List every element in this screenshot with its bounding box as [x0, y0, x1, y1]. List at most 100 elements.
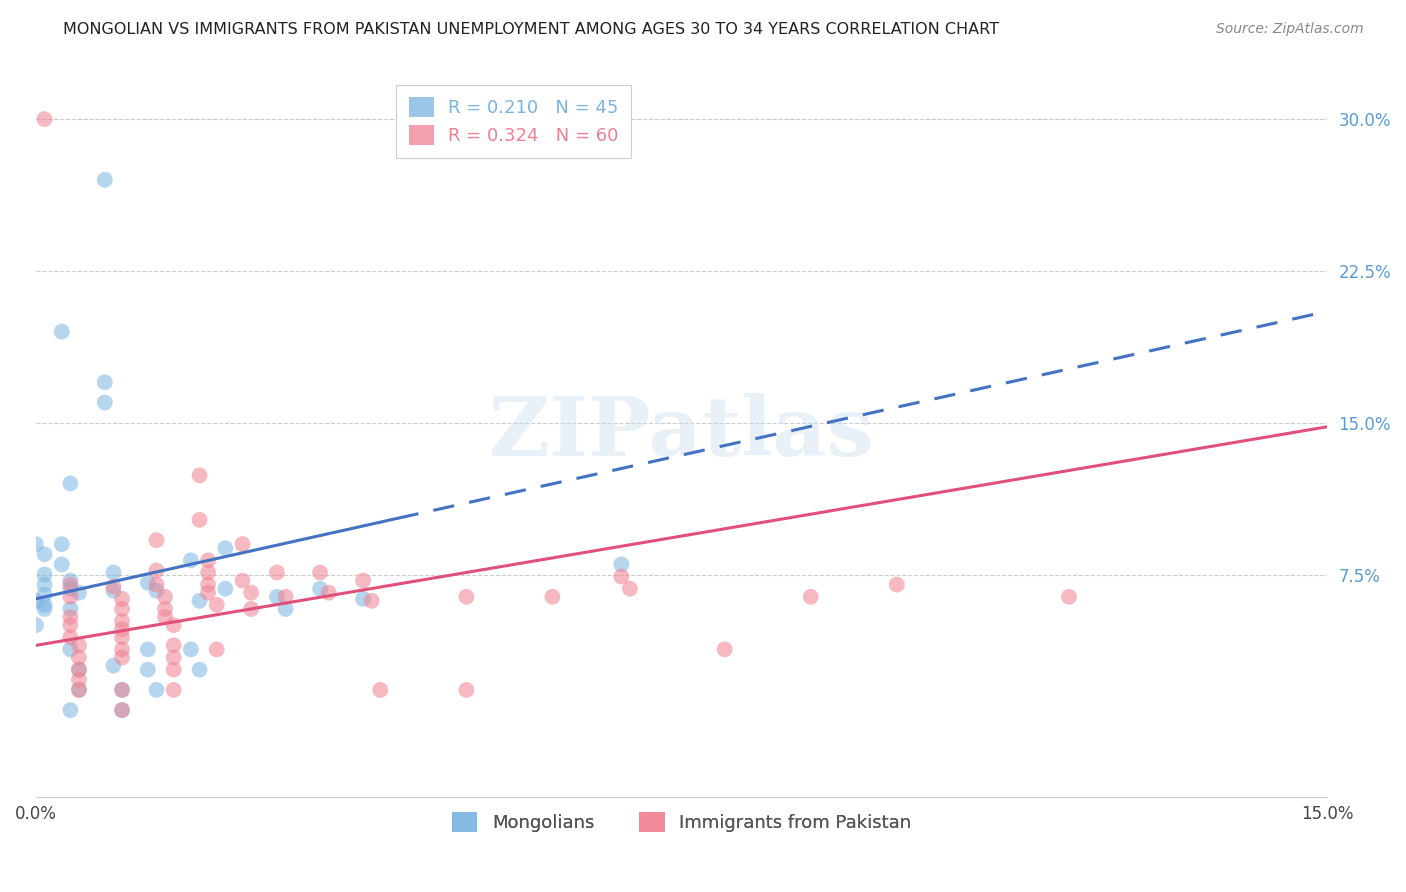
Text: ZIPatlas: ZIPatlas: [489, 392, 875, 473]
Point: [214, 582, 236, 596]
Point: [800, 590, 823, 604]
Point: [214, 541, 236, 556]
Point: [51, 537, 73, 551]
Point: [136, 663, 159, 677]
Point: [197, 566, 219, 580]
Point: [240, 602, 263, 616]
Point: [136, 642, 159, 657]
Point: [309, 582, 332, 596]
Point: [274, 590, 297, 604]
Point: [619, 582, 641, 596]
Point: [153, 590, 176, 604]
Point: [111, 642, 134, 657]
Point: [67, 673, 90, 687]
Point: [610, 558, 633, 572]
Point: [34, 547, 56, 561]
Point: [111, 602, 134, 616]
Point: [67, 585, 90, 599]
Point: [163, 682, 186, 697]
Point: [67, 663, 90, 677]
Point: [94, 173, 117, 187]
Point: [67, 682, 90, 697]
Point: [59, 582, 82, 596]
Point: [59, 642, 82, 657]
Point: [197, 577, 219, 591]
Point: [232, 537, 254, 551]
Point: [25, 594, 48, 608]
Point: [25, 618, 48, 632]
Point: [111, 650, 134, 665]
Point: [59, 577, 82, 591]
Point: [103, 580, 125, 594]
Point: [111, 682, 134, 697]
Point: [197, 553, 219, 567]
Point: [103, 566, 125, 580]
Point: [352, 591, 374, 606]
Point: [94, 376, 117, 390]
Point: [59, 703, 82, 717]
Point: [318, 585, 340, 599]
Point: [34, 112, 56, 127]
Point: [188, 468, 211, 483]
Point: [188, 513, 211, 527]
Point: [180, 642, 202, 657]
Point: [34, 567, 56, 582]
Point: [274, 602, 297, 616]
Point: [713, 642, 735, 657]
Point: [163, 638, 186, 652]
Point: [368, 682, 391, 697]
Point: [111, 630, 134, 644]
Point: [163, 650, 186, 665]
Point: [610, 569, 633, 583]
Point: [51, 325, 73, 339]
Point: [456, 682, 478, 697]
Point: [34, 602, 56, 616]
Text: MONGOLIAN VS IMMIGRANTS FROM PAKISTAN UNEMPLOYMENT AMONG AGES 30 TO 34 YEARS COR: MONGOLIAN VS IMMIGRANTS FROM PAKISTAN UN…: [63, 22, 1000, 37]
Point: [352, 574, 374, 588]
Point: [1057, 590, 1080, 604]
Point: [266, 566, 288, 580]
Point: [145, 564, 167, 578]
Point: [111, 703, 134, 717]
Point: [34, 588, 56, 602]
Point: [188, 594, 211, 608]
Point: [67, 638, 90, 652]
Point: [103, 583, 125, 598]
Point: [188, 663, 211, 677]
Point: [153, 602, 176, 616]
Point: [145, 682, 167, 697]
Point: [111, 622, 134, 636]
Point: [59, 630, 82, 644]
Point: [94, 395, 117, 409]
Point: [103, 658, 125, 673]
Point: [240, 585, 263, 599]
Point: [59, 602, 82, 616]
Point: [34, 598, 56, 612]
Legend: Mongolians, Immigrants from Pakistan: Mongolians, Immigrants from Pakistan: [441, 801, 922, 843]
Point: [67, 650, 90, 665]
Point: [232, 574, 254, 588]
Point: [309, 566, 332, 580]
Point: [34, 577, 56, 591]
Point: [145, 583, 167, 598]
Point: [266, 590, 288, 604]
Point: [51, 558, 73, 572]
Point: [197, 585, 219, 599]
Point: [205, 642, 228, 657]
Point: [67, 682, 90, 697]
Point: [145, 577, 167, 591]
Point: [59, 610, 82, 624]
Point: [145, 533, 167, 547]
Point: [360, 594, 382, 608]
Point: [59, 590, 82, 604]
Point: [541, 590, 564, 604]
Point: [59, 476, 82, 491]
Point: [59, 574, 82, 588]
Point: [67, 663, 90, 677]
Point: [163, 663, 186, 677]
Point: [886, 577, 908, 591]
Point: [111, 591, 134, 606]
Point: [111, 682, 134, 697]
Point: [111, 614, 134, 628]
Point: [136, 575, 159, 590]
